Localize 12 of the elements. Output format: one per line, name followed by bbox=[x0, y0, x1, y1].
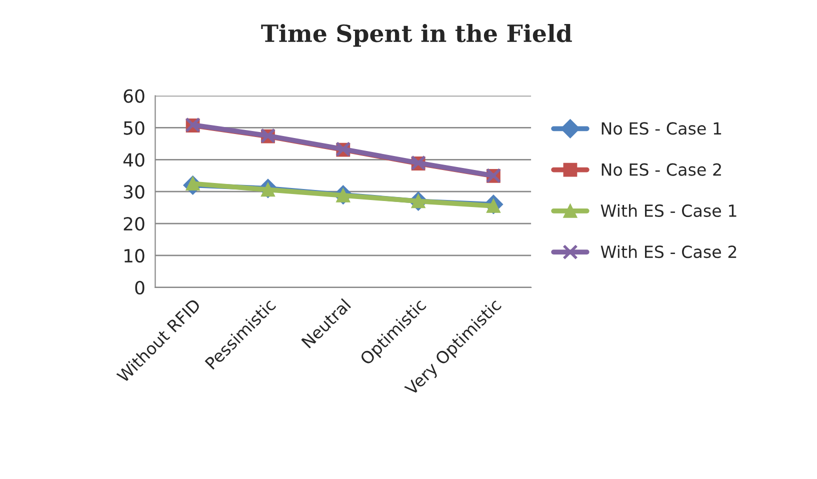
legend-label: No ES - Case 1 bbox=[602, 122, 722, 135]
y-tick-label: 20 bbox=[124, 216, 144, 231]
y-tick-label: 50 bbox=[124, 121, 144, 135]
y-tick-label: 60 bbox=[124, 89, 144, 103]
y-tick-label: 0 bbox=[135, 280, 144, 295]
legend-label: With ES - Case 1 bbox=[600, 204, 736, 217]
y-tick-label: 30 bbox=[124, 185, 144, 199]
legend-label: No ES - Case 2 bbox=[602, 163, 721, 176]
y-tick-label: 10 bbox=[124, 248, 144, 263]
y-tick-label: 40 bbox=[123, 153, 144, 167]
chart-title: Time Spent in the Field bbox=[261, 24, 572, 47]
legend-label: With ES - Case 2 bbox=[600, 245, 736, 258]
